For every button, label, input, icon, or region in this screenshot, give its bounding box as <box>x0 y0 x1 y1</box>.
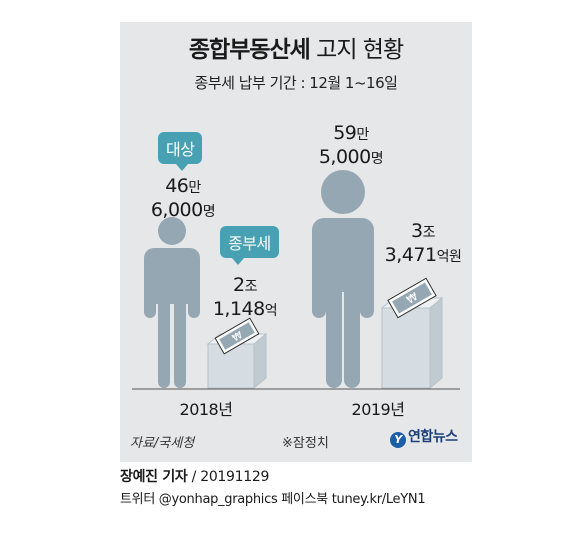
yonhap-logo-icon: Y <box>390 432 406 448</box>
tax-box-2018: ₩ <box>206 317 268 390</box>
chart-subtitle: 종부세 납부 기간 : 12월 1~16일 <box>194 74 398 92</box>
label-target-2018: 46만 6,000명 <box>150 175 216 221</box>
person-2019 <box>312 170 374 388</box>
credit-author: 장예진 기자 / 20191129 <box>120 469 270 485</box>
year-2019: 2019년 <box>351 400 405 419</box>
label-tax-2018: 2조 1,148억 <box>212 274 278 320</box>
yonhap-logo: Y 연합뉴스 <box>390 426 458 448</box>
chart-title: 종합부동산세 고지 현황 <box>188 37 404 63</box>
chart-graphic: ₩ ₩ <box>132 170 460 390</box>
infographic-panel: 종합부동산세 고지 현황 종부세 납부 기간 : 12월 1~16일 <box>120 22 472 462</box>
tax-box-2019: ₩ <box>380 277 444 390</box>
svg-text:₩: ₩ <box>231 330 245 345</box>
note-text: ※잠정치 <box>282 436 329 451</box>
label-target-2019: 59만 5,000명 <box>318 122 384 168</box>
year-2018: 2018년 <box>179 400 233 419</box>
person-2018 <box>144 217 200 388</box>
source-text: 자료/국세청 <box>130 436 195 451</box>
credit-social: 트위터 @yonhap_graphics 페이스북 tuney.kr/LeYN1 <box>120 492 426 507</box>
label-tax-2019: 3조 3,471억원 <box>384 220 462 266</box>
callout-target: 대상 <box>158 132 203 171</box>
callout-tax: 종부세 <box>220 226 279 265</box>
